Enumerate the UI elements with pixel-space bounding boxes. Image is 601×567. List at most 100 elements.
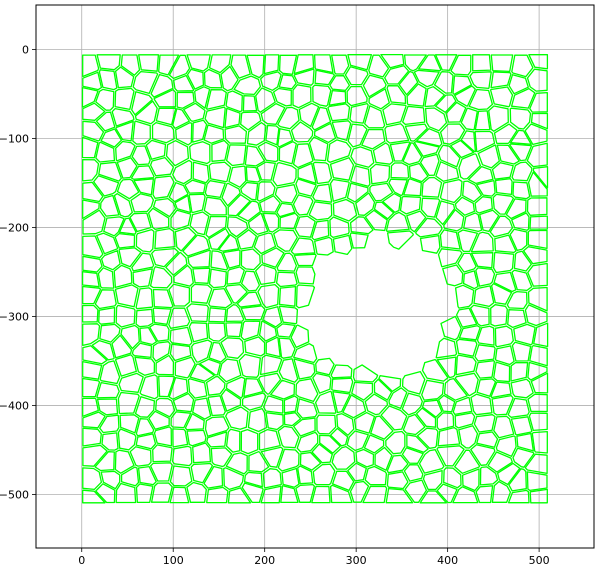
- mesh-cell: [295, 266, 316, 285]
- mesh-cell: [526, 197, 548, 216]
- mesh-cell: [385, 430, 406, 455]
- mesh-cell: [505, 198, 527, 220]
- mesh-cell: [477, 144, 500, 169]
- mesh-cell: [281, 467, 300, 488]
- mesh-cell: [527, 262, 548, 287]
- mesh-cell: [312, 372, 332, 394]
- mesh-cell: [82, 181, 104, 203]
- mesh-cell: [403, 464, 424, 482]
- mesh-cell: [265, 336, 281, 358]
- mesh-cell: [437, 144, 461, 168]
- mesh-cell: [247, 407, 268, 433]
- mesh-cell: [347, 54, 373, 71]
- mesh-cell: [278, 54, 298, 75]
- mesh-cell: [152, 444, 173, 463]
- mesh-cell: [254, 263, 277, 286]
- mesh-cell: [462, 270, 479, 290]
- mesh-cell: [138, 54, 160, 72]
- mesh-cell: [277, 128, 294, 148]
- mesh-cell: [118, 372, 144, 393]
- mesh-cell: [172, 392, 195, 413]
- mesh-cell: [82, 377, 101, 398]
- mesh-cell: [135, 287, 154, 310]
- mesh-cell: [171, 445, 193, 467]
- mesh-cell: [82, 397, 99, 417]
- mesh-cell: [474, 110, 491, 131]
- mesh-cell: [155, 397, 176, 418]
- mesh-cell: [211, 139, 229, 162]
- mesh-cell: [97, 267, 115, 289]
- mesh-cell: [402, 105, 426, 126]
- mesh-cell: [82, 71, 103, 91]
- mesh-cell: [512, 181, 531, 200]
- mesh-cell: [134, 356, 156, 376]
- mesh-cell: [139, 374, 159, 400]
- mesh-cell: [329, 75, 351, 92]
- mesh-cell: [491, 162, 514, 180]
- mesh-cell: [413, 69, 440, 88]
- mesh-cell: [208, 268, 227, 289]
- mesh-cell: [248, 451, 270, 473]
- mesh-cell: [168, 376, 189, 400]
- mesh-cell: [314, 390, 337, 414]
- mesh-cell: [297, 465, 314, 485]
- mesh-cell: [204, 416, 230, 437]
- mesh-cell: [170, 209, 192, 231]
- mesh-cell: [473, 414, 496, 433]
- mesh-cell: [461, 468, 480, 492]
- mesh-cell: [225, 406, 249, 430]
- mesh-cell: [135, 308, 154, 328]
- mesh-cell: [457, 252, 477, 273]
- mesh-cell: [293, 343, 318, 364]
- mesh-cell: [228, 165, 247, 188]
- mesh-cell: [82, 323, 101, 347]
- mesh-cell: [236, 229, 258, 250]
- mesh-cell: [331, 445, 356, 470]
- mesh-cell: [388, 387, 408, 410]
- mesh-cell: [81, 136, 99, 159]
- mesh-cell: [246, 54, 265, 79]
- y-tick-label: −300: [0, 311, 29, 324]
- mesh-cell: [230, 54, 251, 79]
- mesh-cell: [386, 85, 407, 105]
- mesh-cell: [278, 285, 297, 307]
- mesh-cell: [509, 129, 532, 145]
- mesh-cell: [116, 178, 140, 200]
- mesh-cell: [99, 414, 120, 434]
- mesh-cell: [186, 303, 209, 323]
- mesh-cell: [293, 68, 315, 86]
- mesh-cell: [421, 379, 445, 401]
- mesh-cell: [524, 453, 548, 475]
- mesh-cell: [262, 212, 280, 233]
- mesh-cell: [224, 283, 248, 304]
- mesh-cell: [129, 212, 152, 233]
- mesh-cell: [153, 89, 177, 108]
- mesh-cell: [344, 66, 369, 86]
- mesh-cell: [419, 234, 441, 254]
- mesh-cell: [493, 361, 511, 383]
- mesh-cell: [203, 124, 225, 144]
- y-tick-label: −200: [0, 222, 29, 235]
- mesh-cell: [290, 121, 314, 143]
- mesh-cell: [455, 354, 477, 376]
- x-tick-label: 100: [163, 554, 184, 567]
- mesh-cell: [205, 215, 228, 239]
- mesh-cell: [175, 122, 193, 146]
- mesh-cell: [82, 235, 104, 259]
- mesh-cell: [96, 54, 121, 71]
- mesh-cell: [208, 341, 227, 363]
- mesh-cell: [472, 54, 492, 72]
- mesh-cell: [199, 358, 221, 376]
- mesh-cell: [206, 431, 228, 448]
- mesh-cell: [220, 65, 239, 92]
- mesh-cell: [176, 91, 195, 109]
- mesh-cell: [463, 212, 483, 233]
- mesh-cell: [526, 68, 548, 92]
- mesh-cell: [131, 145, 151, 166]
- mesh-cell: [225, 304, 245, 323]
- mesh-cell: [91, 339, 115, 361]
- mesh-cell: [258, 320, 278, 342]
- mesh-cell: [278, 358, 299, 383]
- mesh-cell: [349, 102, 369, 124]
- mesh-cell: [276, 323, 296, 338]
